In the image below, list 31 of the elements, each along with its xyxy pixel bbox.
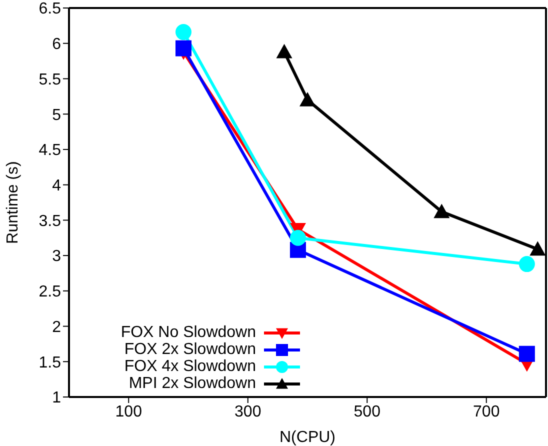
y-tick-label: 5 bbox=[52, 106, 62, 124]
y-tick-label: 5.5 bbox=[38, 71, 62, 88]
point bbox=[276, 44, 292, 58]
x-tick-label: 500 bbox=[354, 403, 381, 420]
point bbox=[530, 241, 546, 256]
y-axis-title: Runtime (s) bbox=[4, 161, 22, 244]
legend-label: FOX 2x Slowdown bbox=[124, 341, 256, 358]
x-tick-label: 700 bbox=[473, 403, 500, 420]
point bbox=[175, 40, 192, 56]
point bbox=[300, 92, 316, 106]
point bbox=[290, 230, 306, 246]
y-tick-label: 3.5 bbox=[38, 212, 62, 230]
x-tick-label: 300 bbox=[234, 403, 262, 420]
y-tick-label: 6.5 bbox=[38, 0, 62, 18]
legend-label: FOX No Slowdown bbox=[120, 324, 256, 341]
point bbox=[518, 346, 535, 362]
y-tick-label: 6 bbox=[52, 36, 62, 54]
point bbox=[518, 256, 535, 272]
y-tick-label: 1.5 bbox=[38, 354, 62, 372]
y-tick-label: 2 bbox=[52, 318, 62, 336]
point bbox=[175, 24, 192, 40]
y-tick-label: 3 bbox=[52, 248, 62, 266]
legend-label: MPI 2x Slowdown bbox=[128, 375, 256, 392]
y-tick-label: 4 bbox=[52, 178, 62, 194]
y-tick-label: 4.5 bbox=[38, 142, 62, 160]
point bbox=[434, 204, 450, 218]
y-tick-label: 1 bbox=[52, 390, 62, 407]
x-axis-title: N(CPU) bbox=[280, 429, 336, 446]
legend-label: FOX 4x Slowdown bbox=[124, 358, 256, 375]
x-tick-label: 100 bbox=[115, 403, 142, 420]
y-tick-label: 2.5 bbox=[38, 284, 62, 301]
